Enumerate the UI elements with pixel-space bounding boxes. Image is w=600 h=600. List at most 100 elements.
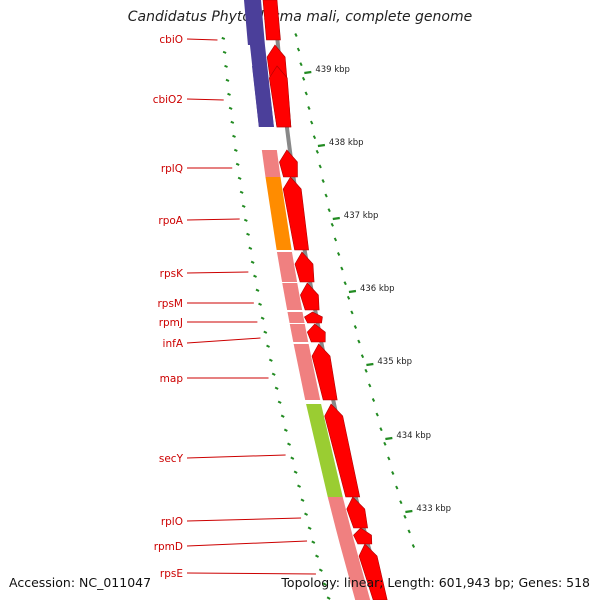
scale-dot <box>340 266 344 271</box>
gene-arrow-rpoA[interactable] <box>282 176 309 251</box>
leader-line-rpoA <box>186 218 240 221</box>
gene-dot <box>258 302 262 306</box>
gene-dot <box>248 246 253 250</box>
gene-label-cbiO: cbiO <box>159 34 183 46</box>
gene-dot <box>266 344 270 348</box>
gene-arrow-rplQ[interactable] <box>279 149 298 178</box>
scale-dot <box>395 485 399 490</box>
gene-label-rpmD: rpmD <box>154 541 183 553</box>
gene-dot <box>237 176 242 180</box>
accession-text: Accession: NC_011047 <box>9 575 152 590</box>
gene-dot <box>253 274 257 278</box>
gene-dot <box>235 162 240 166</box>
gene-dot <box>232 134 236 138</box>
gene-dot <box>315 554 320 558</box>
scale-dot <box>301 76 306 81</box>
gene-dot <box>239 190 244 194</box>
feature-box-secY[interactable] <box>306 404 343 497</box>
gene-arrow-upstream <box>262 0 281 41</box>
scale-dot <box>360 354 365 359</box>
scale-dot <box>299 62 303 67</box>
scale-dot <box>368 383 372 388</box>
gene-arrow-rplO[interactable] <box>346 496 368 529</box>
gene-dot <box>300 498 305 502</box>
scale-label-434: 434 kbp <box>396 431 431 441</box>
scale-dots <box>294 33 416 548</box>
gene-dot <box>255 288 260 292</box>
feature-box-cbiO2[interactable] <box>252 66 274 127</box>
scale-dot <box>330 222 334 227</box>
scale-dot <box>336 252 341 256</box>
gene-dot <box>246 232 250 236</box>
scale-dot <box>296 47 301 52</box>
gene-arrow-map[interactable] <box>311 343 338 401</box>
gene-dot <box>307 526 312 530</box>
gene-dot <box>297 484 302 488</box>
scale-dot <box>315 149 319 154</box>
gene-dot <box>304 512 309 516</box>
scale-dot <box>391 471 395 475</box>
leader-line-cbiO2 <box>186 98 224 101</box>
scale-dot <box>327 208 331 213</box>
feature-box-rplQ[interactable] <box>261 150 281 177</box>
scale-tick-434 <box>385 436 393 441</box>
gene-dot <box>326 596 331 600</box>
gene-label-rpoA: rpoA <box>158 215 183 227</box>
gene-arrow-rpsK[interactable] <box>294 251 315 283</box>
scale-dot <box>310 120 314 125</box>
feature-box-map[interactable] <box>293 344 321 400</box>
feature-box-rpoA[interactable] <box>265 177 292 250</box>
scale-label-437: 437 kbp <box>344 211 379 221</box>
gene-dot <box>263 330 268 334</box>
scale-dot <box>375 412 379 417</box>
gene-label-rpsM: rpsM <box>157 298 183 310</box>
scale-tick-435 <box>366 362 374 367</box>
gene-arrow-cbiO2[interactable] <box>268 65 292 128</box>
genome-stats-text: Topology: linear; Length: 601,943 bp; Ge… <box>281 575 590 590</box>
gene-arrow-rpsM[interactable] <box>300 282 320 311</box>
feature-box-infA[interactable] <box>289 324 309 342</box>
feature-box-rpsM[interactable] <box>282 283 303 310</box>
gene-dot <box>280 414 285 418</box>
gene-arrow-rpsE[interactable] <box>358 543 388 600</box>
feature-box-rpmD[interactable] <box>335 528 355 544</box>
gene-dots <box>221 36 331 600</box>
gene-dot <box>271 372 276 376</box>
gene-arrow-rpmD[interactable] <box>353 527 373 545</box>
scale-dot <box>399 500 403 505</box>
scale-dot <box>411 544 416 548</box>
gene-dot <box>283 428 288 432</box>
scale-dot <box>307 106 311 110</box>
gene-dot <box>290 456 295 460</box>
gene-arrow-rpmJ[interactable] <box>304 311 323 324</box>
gene-arrows <box>262 0 388 600</box>
gene-dot <box>287 442 291 446</box>
scale-tick-436 <box>348 289 357 294</box>
scale-tick-438 <box>317 143 326 148</box>
leader-line-secY <box>186 454 286 459</box>
gene-arrow-infA[interactable] <box>306 323 326 343</box>
gene-dot <box>311 540 316 544</box>
label-lines <box>186 38 316 575</box>
scale-dot <box>353 325 358 329</box>
scale-dot <box>294 33 298 37</box>
feature-box-rplO[interactable] <box>327 497 351 528</box>
scale-dot <box>333 237 338 242</box>
scale-dot <box>403 514 407 519</box>
scale-label-439: 439 kbp <box>315 65 350 75</box>
scale-dot <box>312 135 317 140</box>
scale-dot <box>350 310 354 315</box>
feature-boxes <box>244 0 371 600</box>
leader-line-rpsE <box>186 572 316 575</box>
gene-dot <box>230 120 235 124</box>
feature-box-rpmJ[interactable] <box>287 312 305 323</box>
gene-label-map: map <box>160 373 184 385</box>
scale-dot <box>357 339 361 344</box>
feature-box-rpsE[interactable] <box>339 544 371 600</box>
gene-dot <box>274 386 279 390</box>
feature-box-rpsK[interactable] <box>276 252 298 282</box>
scale-label-436: 436 kbp <box>360 284 395 294</box>
scale-dot <box>387 456 391 461</box>
feature-box-upstream <box>244 0 265 45</box>
